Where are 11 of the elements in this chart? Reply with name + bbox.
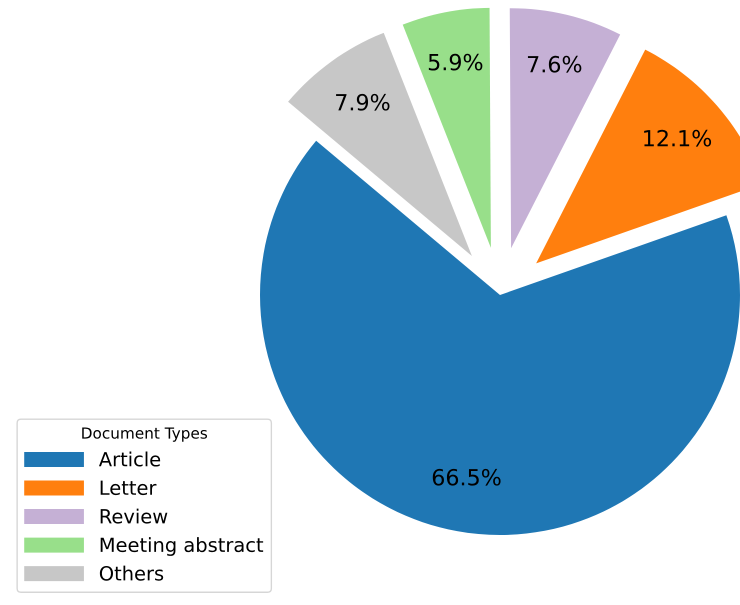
legend-label: Article	[98, 451, 160, 467]
data-label: 7.9%	[336, 94, 390, 111]
legend-label: Meeting abstract	[100, 537, 264, 556]
data-label: 7.6%	[528, 56, 582, 73]
legend-label: Others	[100, 566, 164, 581]
data-label: 5.9%	[428, 54, 482, 71]
legend-title: Document Types	[82, 427, 208, 442]
legend-label: Review	[100, 508, 168, 524]
data-label: 66.5%	[432, 468, 501, 486]
data-label: 12.1%	[644, 130, 712, 147]
legend-label: Letter	[100, 480, 156, 496]
